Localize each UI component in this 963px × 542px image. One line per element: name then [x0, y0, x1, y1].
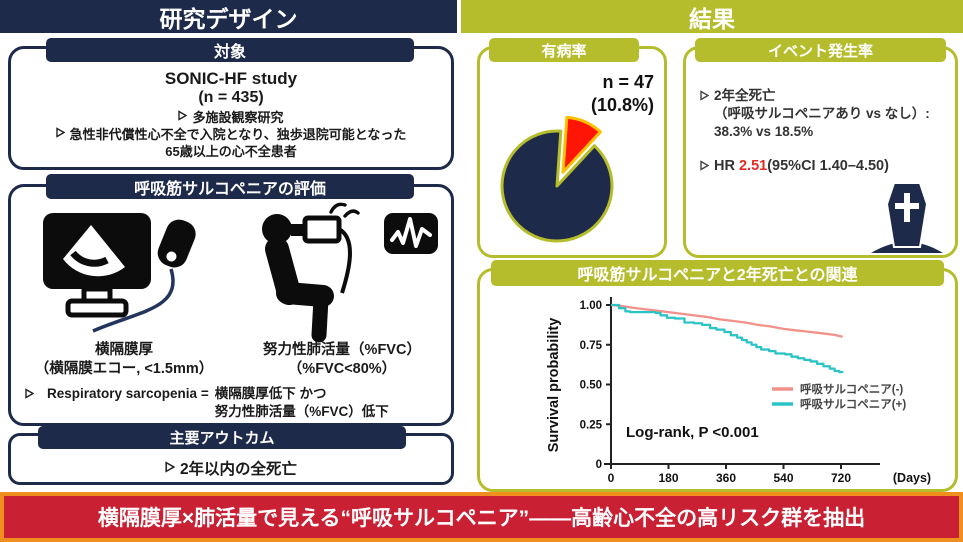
hr-value: 2.51 — [738, 158, 768, 174]
definition-label: Respiratory sarcopenia = — [47, 386, 209, 401]
definition-line2: 努力性肺活量（%FVC）低下 — [214, 404, 389, 419]
prevalence-pie — [500, 115, 614, 243]
event-rate-title-bar: イベント発生率 — [695, 38, 946, 62]
spirometry-person-icon — [262, 202, 438, 343]
diaphragm-caption-line1: 横隔膜厚 — [95, 342, 153, 358]
results-header-label: 結果 — [689, 5, 735, 32]
ultrasound-machine-icon — [43, 213, 196, 333]
km-plot: 0 180 360 540 720 0 0.25 0.50 0.75 1.00 (Days) Surv… — [546, 297, 931, 485]
diaphragm-caption-line2: （横隔膜エコー, <1.5mm） — [34, 361, 214, 377]
study-design-header-label: 研究デザイン — [159, 5, 298, 32]
subjects-bullet-2-line2: 65歳以上の心不全患者 — [165, 144, 297, 159]
svg-text:0.75: 0.75 — [580, 340, 603, 352]
svg-text:0: 0 — [608, 471, 615, 485]
bullet-arrow-icon — [178, 110, 188, 121]
outcome-title: 主要アウトカム — [169, 430, 275, 447]
event-rate-bullet-2: HR 2.51(95%CI 1.40–4.50) — [700, 157, 947, 175]
prevalence-title-bar: 有病率 — [489, 38, 639, 62]
svg-text:1.00: 1.00 — [580, 300, 602, 312]
event-rate-bullet-1: 2年全死亡 （呼吸サルコペニアあり vs なし）: 38.3% vs 18.5% — [700, 87, 947, 141]
outcome-title-bar: 主要アウトカム — [38, 426, 406, 449]
svg-text:呼吸サルコペニア(+): 呼吸サルコペニア(+) — [800, 397, 906, 411]
km-title: 呼吸筋サルコペニアと2年死亡との関連 — [577, 267, 858, 284]
study-name: SONIC-HF study — [164, 69, 298, 88]
fvc-caption-line1: 努力性肺活量（%FVC） — [263, 342, 421, 358]
evaluation-title: 呼吸筋サルコペニアの評価 — [134, 180, 326, 198]
outcome-content: 2年以内の全死亡 — [11, 436, 451, 479]
subjects-content: SONIC-HF study (n = 435) 多施設観察研究 急性非代償性心… — [11, 49, 451, 160]
bullet-arrow-icon — [700, 160, 709, 171]
svg-text:呼吸サルコペニア(-): 呼吸サルコペニア(-) — [800, 382, 903, 396]
fvc-caption-line2: （%FVC<80%） — [287, 361, 397, 377]
prevalence-n-label: n = 47 (10.8%) — [591, 71, 654, 117]
hr-text: HR 2.51(95%CI 1.40–4.50) — [714, 158, 889, 174]
subjects-title: 対象 — [213, 44, 246, 61]
evaluation-box: 横隔膜厚 （横隔膜エコー, <1.5mm） 努力性肺活量（%FVC） （%FVC… — [8, 184, 454, 426]
subjects-bullet-2: 急性非代償性心不全で入院となり、独歩退院可能となった 65歳以上の心不全患者 — [11, 126, 451, 160]
conclusion-banner: 横隔膜厚×肺活量で見える“呼吸サルコペニア”——高齢心不全の高リスク群を抽出 — [0, 492, 963, 542]
definition-line1: 横隔膜厚低下 かつ — [214, 386, 327, 401]
svg-text:0: 0 — [596, 459, 602, 471]
fvc-caption: 努力性肺活量（%FVC） （%FVC<80%） — [233, 341, 451, 379]
event-rate-content: 2年全死亡 （呼吸サルコペニアあり vs なし）: 38.3% vs 18.5%… — [700, 87, 947, 175]
svg-text:720: 720 — [831, 471, 851, 485]
prevalence-n: n = 47 — [602, 72, 654, 92]
event-rate-bullet-1-text: 2年全死亡 （呼吸サルコペニアあり vs なし）: 38.3% vs 18.5% — [714, 88, 930, 139]
prevalence-title: 有病率 — [541, 42, 587, 60]
diaphragm-caption: 横隔膜厚 （横隔膜エコー, <1.5mm） — [17, 341, 231, 379]
svg-text:Log-rank, P <0.001: Log-rank, P <0.001 — [626, 424, 759, 441]
results-header: 結果 — [461, 0, 963, 33]
bullet-arrow-icon — [55, 127, 65, 138]
km-box: 0 180 360 540 720 0 0.25 0.50 0.75 1.00 (Days) Surv… — [477, 268, 958, 492]
svg-text:180: 180 — [658, 471, 678, 485]
km-title-bar: 呼吸筋サルコペニアと2年死亡との関連 — [491, 260, 944, 286]
subjects-title-bar: 対象 — [46, 38, 414, 62]
study-design-header: 研究デザイン — [0, 0, 457, 33]
study-n: (n = 435) — [198, 89, 264, 106]
event-rate-title: イベント発生率 — [767, 42, 873, 60]
subjects-bullet-1: 多施設観察研究 — [11, 109, 451, 126]
svg-text:0.25: 0.25 — [580, 419, 603, 431]
evaluation-title-bar: 呼吸筋サルコペニアの評価 — [46, 174, 414, 199]
conclusion-banner-text: 横隔膜厚×肺活量で見える“呼吸サルコペニア”——高齢心不全の高リスク群を抽出 — [97, 507, 866, 530]
prevalence-pct: (10.8%) — [590, 95, 654, 115]
sarcopenia-definition: Respiratory sarcopenia = 横隔膜厚低下 かつ 努力性肺活… — [25, 385, 453, 421]
outcome-bullet: 2年以内の全死亡 — [179, 461, 298, 478]
svg-text:Survival probability: Survival probability — [546, 318, 562, 453]
svg-text:0.50: 0.50 — [580, 380, 602, 392]
bullet-arrow-icon — [700, 90, 709, 101]
bullet-arrow-icon — [25, 388, 34, 399]
subjects-box: SONIC-HF study (n = 435) 多施設観察研究 急性非代償性心… — [8, 46, 454, 170]
svg-text:360: 360 — [716, 471, 736, 485]
svg-text:540: 540 — [773, 471, 793, 485]
prevalence-box: n = 47 (10.8%) — [477, 46, 667, 258]
svg-text:(Days): (Days) — [893, 471, 931, 485]
coffin-icon — [871, 182, 943, 253]
definition-lines: 横隔膜厚低下 かつ 努力性肺活量（%FVC）低下 — [215, 385, 389, 421]
bullet-arrow-icon — [165, 461, 175, 473]
event-rate-box: 2年全死亡 （呼吸サルコペニアあり vs なし）: 38.3% vs 18.5%… — [683, 46, 958, 258]
